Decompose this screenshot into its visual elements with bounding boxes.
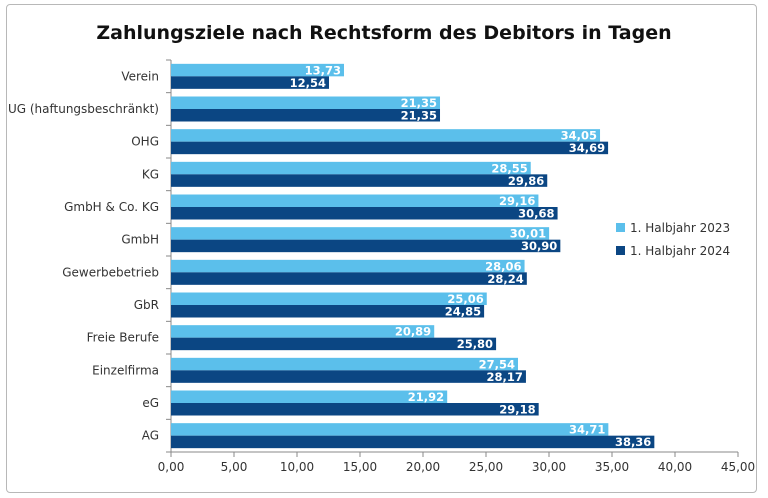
data-label: 27,54: [479, 357, 515, 371]
bar: [171, 403, 539, 416]
x-tick-label: 10,00: [280, 460, 314, 474]
bar: [171, 161, 531, 175]
legend-label: 1. Halbjahr 2024: [630, 244, 730, 258]
data-label: 34,69: [569, 141, 605, 155]
data-label: 28,55: [491, 161, 527, 175]
legend-swatch: [616, 223, 625, 232]
x-tick-label: 0,00: [158, 460, 185, 474]
chart-frame: [6, 4, 757, 493]
bar: [171, 174, 548, 187]
x-tick-label: 30,00: [532, 460, 566, 474]
data-label: 24,85: [445, 305, 481, 319]
category-label: Einzelfirma: [92, 363, 159, 377]
x-tick-label: 20,00: [406, 460, 440, 474]
bar: [171, 390, 448, 403]
bar: [171, 63, 344, 77]
category-label: eG: [142, 396, 159, 410]
bar: [171, 325, 435, 338]
bar: [171, 96, 441, 109]
x-tick-label: 35,00: [595, 460, 629, 474]
bar: [171, 109, 441, 122]
data-label: 21,92: [408, 390, 444, 404]
bar: [171, 227, 550, 240]
data-label: 34,71: [569, 423, 605, 437]
data-label: 21,35: [401, 96, 437, 110]
bar: [171, 337, 497, 351]
bar: [171, 207, 558, 220]
bar: [171, 76, 330, 89]
data-label: 13,73: [305, 63, 341, 77]
data-label: 29,18: [499, 403, 535, 417]
category-label: AG: [142, 429, 159, 443]
bar: [171, 259, 525, 273]
legend-label: 1. Halbjahr 2023: [630, 221, 730, 235]
data-label: 20,89: [395, 325, 431, 339]
category-label: KG: [142, 167, 159, 181]
data-label: 30,68: [518, 207, 554, 221]
category-label: GmbH: [121, 233, 159, 247]
bar: [171, 423, 609, 436]
x-tick-label: 15,00: [343, 460, 377, 474]
data-label: 38,36: [615, 435, 651, 449]
x-tick-label: 25,00: [469, 460, 503, 474]
data-label: 29,16: [499, 194, 535, 208]
category-label: GmbH & Co. KG: [64, 200, 159, 214]
x-tick-label: 45,00: [721, 460, 755, 474]
bar: [171, 194, 539, 207]
x-tick-label: 5,00: [221, 460, 248, 474]
category-label: GbR: [134, 298, 159, 312]
data-label: 28,24: [487, 272, 523, 286]
chart-title: Zahlungsziele nach Rechtsform des Debito…: [96, 22, 672, 44]
data-label: 21,35: [401, 109, 437, 123]
bar: [171, 357, 519, 371]
legend-swatch: [616, 246, 625, 255]
bar: [171, 305, 485, 318]
bar: [171, 435, 655, 449]
category-label: Gewerbebetrieb: [62, 265, 159, 279]
bar: [171, 292, 487, 305]
data-label: 34,05: [561, 129, 597, 143]
x-tick-label: 40,00: [658, 460, 692, 474]
category-label: OHG: [131, 135, 159, 149]
bar: [171, 141, 609, 155]
data-label: 25,06: [447, 292, 483, 306]
data-label: 28,06: [485, 259, 521, 273]
category-label: Verein: [121, 69, 159, 83]
data-label: 25,80: [457, 337, 493, 351]
bar: [171, 272, 527, 285]
bar: [171, 129, 601, 142]
data-label: 29,86: [508, 174, 544, 188]
data-label: 12,54: [290, 76, 326, 90]
category-label: UG (haftungsbeschränkt): [8, 102, 159, 116]
data-label: 30,01: [510, 227, 546, 241]
bar: [171, 239, 561, 253]
bar: [171, 370, 526, 383]
data-label: 28,17: [487, 370, 523, 384]
category-label: Freie Berufe: [87, 331, 159, 345]
data-label: 30,90: [521, 239, 557, 253]
